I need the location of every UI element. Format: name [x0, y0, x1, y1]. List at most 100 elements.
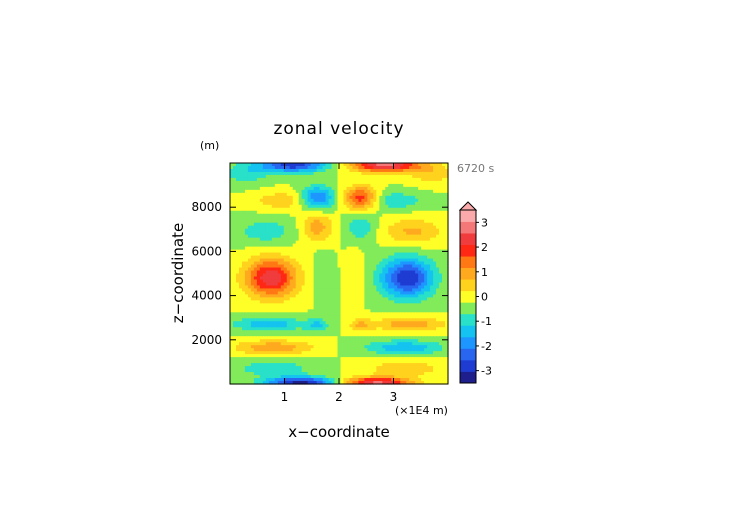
field-cell [391, 336, 395, 340]
field-cell [406, 258, 410, 263]
field-cell [241, 219, 246, 224]
field-cell [367, 354, 371, 358]
field-cell [364, 195, 368, 200]
field-cell [367, 213, 371, 218]
field-cell [307, 264, 312, 269]
field-cell [445, 339, 449, 343]
field-cell [280, 258, 285, 263]
field-cell [334, 231, 339, 236]
field-cell [283, 342, 288, 346]
field-cell [379, 273, 383, 278]
field-cell [328, 222, 333, 227]
field-cell [295, 267, 300, 272]
field-cell [391, 342, 395, 346]
field-cell [343, 351, 348, 355]
field-cell [367, 171, 371, 176]
field-cell [445, 198, 449, 203]
field-cell [364, 165, 368, 170]
field-cell [256, 366, 261, 370]
field-cell [400, 168, 404, 173]
field-cell [298, 342, 303, 346]
field-cell [253, 243, 258, 248]
field-cell [370, 360, 374, 364]
field-cell [367, 228, 371, 233]
field-cell [232, 309, 237, 313]
field-cell [442, 216, 446, 221]
field-cell [358, 324, 362, 328]
field-cell [292, 267, 297, 272]
field-cell [439, 222, 443, 227]
field-cell [301, 177, 306, 182]
field-cell [406, 285, 410, 290]
field-cell [421, 183, 425, 188]
field-cell [340, 165, 345, 170]
field-cell [295, 234, 300, 239]
field-cell [268, 225, 273, 230]
field-cell [361, 165, 365, 170]
field-cell [445, 273, 449, 278]
field-cell [247, 174, 252, 179]
field-cell [268, 339, 273, 343]
field-cell [232, 198, 237, 203]
field-cell [247, 228, 252, 233]
field-cell [322, 165, 327, 170]
field-cell [319, 180, 324, 185]
field-cell [445, 327, 449, 331]
field-cell [241, 240, 246, 245]
field-cell [430, 252, 434, 257]
field-cell [277, 363, 282, 367]
field-cell [259, 225, 264, 230]
field-cell [406, 318, 410, 322]
field-cell [247, 366, 252, 370]
field-cell [397, 318, 401, 322]
field-cell [409, 309, 413, 313]
field-cell [409, 195, 413, 200]
field-cell [415, 186, 419, 191]
field-cell [409, 177, 413, 182]
field-cell [283, 228, 288, 233]
field-cell [244, 183, 249, 188]
field-cell [316, 273, 321, 278]
field-cell [319, 183, 324, 188]
field-cell [385, 270, 389, 275]
field-cell [427, 336, 431, 340]
field-cell [232, 165, 237, 170]
field-cell [436, 207, 440, 212]
field-cell [397, 213, 401, 218]
field-cell [349, 174, 354, 179]
field-cell [442, 294, 446, 298]
field-cell [391, 321, 395, 325]
field-cell [250, 336, 255, 340]
field-cell [346, 339, 351, 343]
field-cell [259, 258, 264, 263]
field-cell [277, 237, 282, 242]
field-cell [418, 354, 422, 358]
field-cell [259, 264, 264, 269]
field-cell [346, 333, 351, 337]
field-cell [364, 348, 368, 352]
field-cell [307, 291, 312, 296]
field-cell [241, 249, 246, 254]
field-cell [325, 243, 330, 248]
field-cell [349, 348, 354, 352]
field-cell [289, 252, 294, 257]
field-cell [328, 345, 333, 349]
field-cell [274, 165, 279, 170]
field-cell [418, 312, 422, 316]
field-cell [304, 174, 309, 179]
field-cell [439, 342, 443, 346]
field-cell [343, 174, 348, 179]
field-cell [304, 198, 309, 203]
field-cell [310, 357, 315, 361]
field-cell [265, 216, 270, 221]
field-cell [439, 351, 443, 355]
field-cell [445, 306, 449, 310]
field-cell [373, 180, 377, 185]
field-cell [388, 228, 392, 233]
field-cell [376, 261, 380, 266]
field-cell [298, 192, 303, 197]
field-cell [322, 309, 327, 313]
field-cell [364, 174, 368, 179]
field-cell [376, 243, 380, 248]
field-cell [277, 294, 282, 298]
